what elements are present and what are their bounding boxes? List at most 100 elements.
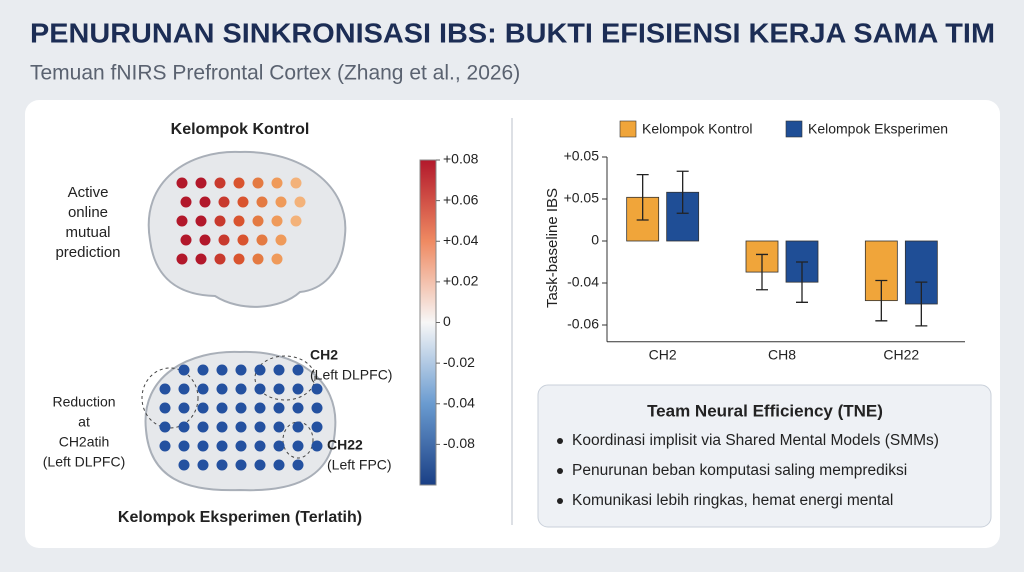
error-bar xyxy=(915,281,928,327)
channel-dot xyxy=(237,196,249,208)
panel-title: Kelompok Kontrol xyxy=(171,121,310,138)
channel-dot xyxy=(216,421,228,433)
channel-dot xyxy=(292,383,304,395)
channel-dot xyxy=(273,383,285,395)
highlight xyxy=(141,367,199,429)
brain-side xyxy=(147,150,347,308)
channel-dot xyxy=(311,421,323,433)
error-bar xyxy=(676,170,689,214)
channel-dot xyxy=(218,196,230,208)
channel-dot xyxy=(290,215,302,227)
channel-dot xyxy=(214,215,226,227)
error-bar xyxy=(756,253,768,291)
channel-dot xyxy=(292,421,304,433)
channel-dot xyxy=(199,196,211,208)
annotation: (Left FPC) xyxy=(327,457,392,473)
colorbar-label: -0.08 xyxy=(443,435,475,451)
title: PENURUNAN SINKRONISASI IBS: BUKTI EFISIE… xyxy=(30,17,995,48)
bullet xyxy=(557,438,563,444)
channel-dot xyxy=(235,364,247,376)
annotation: CH2 xyxy=(310,347,338,363)
legend-label: Kelompok Kontrol xyxy=(642,121,753,137)
channel-dot xyxy=(254,440,266,452)
channel-dot xyxy=(159,421,171,433)
y-tick-label: -0.06 xyxy=(567,316,599,332)
channel-dot xyxy=(195,253,207,265)
error-bar xyxy=(875,279,888,322)
colorbar-label: 0 xyxy=(443,313,451,329)
channel-dot xyxy=(235,402,247,414)
channel-dot xyxy=(273,402,285,414)
channel-dot xyxy=(216,402,228,414)
channel-dot xyxy=(273,459,285,471)
channel-dot xyxy=(178,383,190,395)
annotation: at xyxy=(78,414,90,430)
channel-dot xyxy=(233,253,245,265)
channel-dot xyxy=(199,234,211,246)
channel-dot xyxy=(292,364,304,376)
y-tick-label: +0.05 xyxy=(564,190,600,206)
channel-dot xyxy=(252,177,264,189)
channel-dot xyxy=(159,440,171,452)
channel-dot xyxy=(178,364,190,376)
channel-dot xyxy=(311,402,323,414)
channel-dot xyxy=(197,402,209,414)
annotation: prediction xyxy=(55,244,120,261)
channel-dot xyxy=(197,421,209,433)
x-tick-label: CH2 xyxy=(649,347,677,363)
legend-label: Kelompok Eksperimen xyxy=(808,121,948,137)
annotation: online xyxy=(68,204,108,221)
bullet-text: Komunikasi lebih ringkas, hemat energi m… xyxy=(572,492,893,509)
channel-dot xyxy=(292,440,304,452)
annotation: CH22 xyxy=(327,437,363,453)
colorbar-label: -0.04 xyxy=(443,394,475,410)
channel-dot xyxy=(290,177,302,189)
colorbar-label: +0.08 xyxy=(443,151,479,167)
channel-dot xyxy=(178,402,190,414)
channel-dot xyxy=(252,215,264,227)
channel-dot xyxy=(214,253,226,265)
channel-dot xyxy=(271,253,283,265)
channel-dot xyxy=(197,459,209,471)
channel-dot xyxy=(254,383,266,395)
tne-title: Team Neural Efficiency (TNE) xyxy=(647,401,883,420)
channel-dot xyxy=(178,421,190,433)
channel-dot xyxy=(235,459,247,471)
bullet-text: Penurunan beban komputasi saling mempred… xyxy=(572,462,907,479)
annotation: mutual xyxy=(65,224,110,241)
channel-dot xyxy=(195,177,207,189)
tne-box xyxy=(537,384,992,528)
colorbar-label: -0.02 xyxy=(443,354,475,370)
channel-dot xyxy=(237,234,249,246)
channel-dot xyxy=(216,440,228,452)
channel-dot xyxy=(294,196,306,208)
bullet-text: Koordinasi implisit via Shared Mental Mo… xyxy=(572,432,939,449)
channel-dot xyxy=(176,253,188,265)
channel-dot xyxy=(271,177,283,189)
channel-dot xyxy=(235,440,247,452)
subtitle: Temuan fNIRS Prefrontal Cortex (Zhang et… xyxy=(30,62,520,85)
channel-dot xyxy=(178,459,190,471)
highlight xyxy=(254,355,316,401)
highlight xyxy=(282,421,314,459)
channel-dot xyxy=(252,253,264,265)
colorbar-label: +0.02 xyxy=(443,273,479,289)
channel-dot xyxy=(273,421,285,433)
panel-title: Kelompok Eksperimen (Terlatih) xyxy=(118,509,362,526)
channel-dot xyxy=(159,402,171,414)
channel-dot xyxy=(216,383,228,395)
channel-dot xyxy=(176,177,188,189)
y-tick-label: +0.05 xyxy=(564,148,600,164)
channel-dot xyxy=(235,421,247,433)
annotation: CH2atih xyxy=(59,434,110,450)
channel-dot xyxy=(178,440,190,452)
channel-dot xyxy=(292,459,304,471)
channel-dot xyxy=(254,459,266,471)
y-tick-label: 0 xyxy=(591,232,599,248)
channel-dot xyxy=(197,364,209,376)
channel-dot xyxy=(235,383,247,395)
brain-top xyxy=(144,350,337,492)
channel-dot xyxy=(195,215,207,227)
